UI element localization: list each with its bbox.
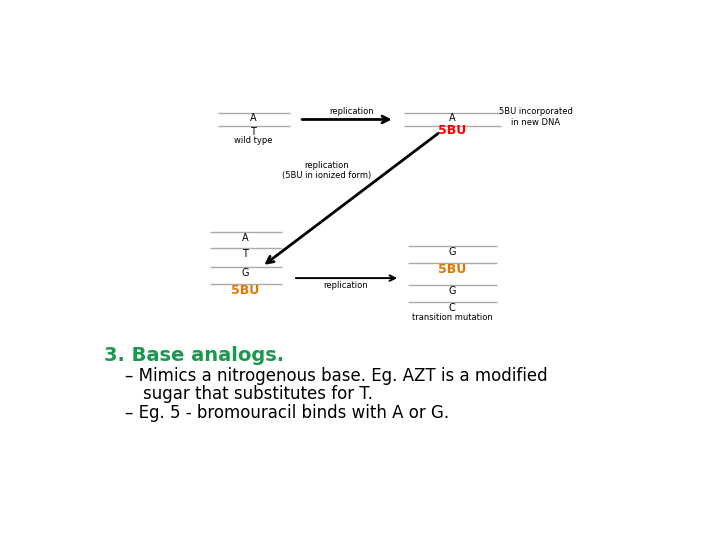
Text: T: T xyxy=(242,249,248,259)
Text: 5BU: 5BU xyxy=(438,263,466,276)
Text: replication: replication xyxy=(330,107,374,116)
Text: G: G xyxy=(448,286,456,296)
Text: 5BU: 5BU xyxy=(438,124,466,137)
Text: wild type: wild type xyxy=(233,136,272,145)
Text: transition mutation: transition mutation xyxy=(412,313,492,322)
Text: replication
(5BU in ionized form): replication (5BU in ionized form) xyxy=(282,160,371,180)
Text: T: T xyxy=(250,127,256,137)
Text: G: G xyxy=(241,268,248,279)
Text: G: G xyxy=(448,247,456,257)
Text: sugar that substitutes for T.: sugar that substitutes for T. xyxy=(143,385,372,403)
Text: A: A xyxy=(249,113,256,123)
Text: 5BU incorporated
in new DNA: 5BU incorporated in new DNA xyxy=(499,107,572,127)
Text: 5BU: 5BU xyxy=(231,284,259,297)
Text: C: C xyxy=(449,303,455,313)
Text: A: A xyxy=(242,233,248,243)
Text: 3. Base analogs.: 3. Base analogs. xyxy=(104,346,284,365)
Text: – Mimics a nitrogenous base. Eg. AZT is a modified: – Mimics a nitrogenous base. Eg. AZT is … xyxy=(125,367,547,384)
Text: replication: replication xyxy=(323,280,368,289)
Text: – Eg. 5 - bromouracil binds with A or G.: – Eg. 5 - bromouracil binds with A or G. xyxy=(125,403,449,422)
Text: A: A xyxy=(449,113,455,123)
